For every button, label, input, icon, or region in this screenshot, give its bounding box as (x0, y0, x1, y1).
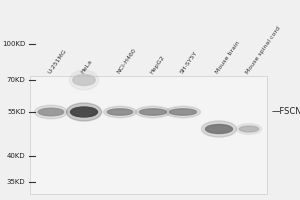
Ellipse shape (69, 70, 99, 90)
Ellipse shape (166, 106, 201, 118)
Text: 35KD: 35KD (7, 179, 26, 185)
Text: 70KD: 70KD (7, 77, 26, 83)
Text: 100KD: 100KD (2, 41, 26, 47)
Ellipse shape (67, 103, 102, 121)
Text: HeLa: HeLa (80, 59, 93, 75)
Ellipse shape (103, 106, 136, 118)
Ellipse shape (239, 126, 259, 132)
Text: NCI-H460: NCI-H460 (116, 48, 137, 75)
Text: 55KD: 55KD (7, 109, 26, 115)
Text: HepG2: HepG2 (149, 55, 165, 75)
Ellipse shape (136, 106, 171, 118)
Ellipse shape (169, 109, 196, 115)
Ellipse shape (34, 105, 68, 119)
Text: U-251MG: U-251MG (47, 49, 68, 75)
Ellipse shape (140, 109, 166, 115)
Bar (30, 76, 267, 194)
Ellipse shape (202, 121, 237, 137)
Ellipse shape (206, 124, 233, 134)
Ellipse shape (107, 109, 133, 115)
Text: —FSCN1: —FSCN1 (272, 108, 300, 116)
Text: Mouse brain: Mouse brain (215, 40, 241, 75)
Text: 40KD: 40KD (7, 153, 26, 159)
Text: SH-SY5Y: SH-SY5Y (179, 51, 198, 75)
Text: Mouse spinal cord: Mouse spinal cord (245, 26, 282, 75)
Ellipse shape (38, 108, 64, 116)
Ellipse shape (73, 74, 95, 86)
Ellipse shape (236, 124, 262, 134)
Ellipse shape (70, 107, 98, 117)
